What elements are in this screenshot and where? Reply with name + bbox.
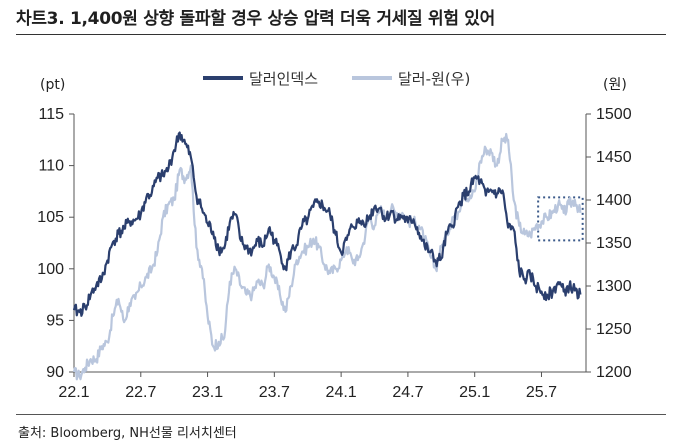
legend: 달러인덱스 달러-원(우) (203, 70, 470, 88)
x-tick-label: 25.1 (459, 384, 490, 401)
right-tick-label: 1300 (596, 278, 632, 295)
right-unit-label: (원) (603, 77, 627, 93)
source-note: 출처: Bloomberg, NH선물 리서치센터 (18, 426, 237, 441)
highlight-layer (537, 196, 584, 242)
series-line-usdkrw (72, 132, 582, 381)
left-tick-label: 115 (38, 106, 64, 123)
x-tick-label: 24.7 (392, 384, 423, 401)
x-tick-label: 23.7 (259, 384, 290, 401)
chart-title: 차트3. 1,400원 상향 돌파할 경우 상승 압력 더욱 거세질 위험 있어 (16, 9, 495, 29)
left-tick-label: 90 (46, 364, 64, 381)
series-line-dxy (72, 131, 582, 317)
legend-label-dxy: 달러인덱스 (249, 70, 318, 88)
right-tick-label: 1250 (596, 321, 632, 338)
highlight-box (537, 196, 584, 242)
axis-labels: 90 95 100 105 110 115 1200 1250 1300 1350 1400 1450… (37, 77, 631, 401)
title-divider (16, 34, 666, 35)
series-layer (72, 131, 582, 381)
chart: 90 95 100 105 110 115 1200 1250 1300 1350 1400 1450… (37, 70, 631, 401)
chart-frame (69, 113, 591, 377)
right-tick-label: 1200 (596, 364, 632, 381)
right-tick-label: 1350 (596, 235, 632, 252)
x-tick-label: 22.1 (58, 384, 89, 401)
right-tick-label: 1450 (596, 149, 632, 166)
legend-label-usdkrw: 달러-원(우) (398, 70, 470, 88)
source-divider (16, 414, 666, 415)
x-tick-label: 25.7 (526, 384, 557, 401)
right-tick-label: 1500 (596, 106, 632, 123)
right-tick-label: 1400 (596, 192, 632, 209)
left-tick-label: 95 (46, 312, 64, 329)
left-tick-label: 105 (37, 209, 64, 226)
x-tick-label: 24.1 (326, 384, 357, 401)
left-tick-label: 110 (38, 158, 64, 175)
left-unit-label: (pt) (40, 77, 65, 93)
x-tick-label: 22.7 (125, 384, 156, 401)
x-tick-label: 23.1 (192, 384, 223, 401)
left-tick-label: 100 (37, 261, 64, 278)
